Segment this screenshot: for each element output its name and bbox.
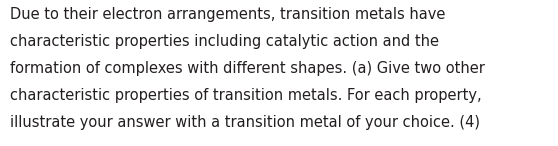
- Text: characteristic properties of transition metals. For each property,: characteristic properties of transition …: [10, 88, 482, 103]
- Text: Due to their electron arrangements, transition metals have: Due to their electron arrangements, tran…: [10, 7, 445, 22]
- Text: illustrate your answer with a transition metal of your choice. (4): illustrate your answer with a transition…: [10, 115, 480, 130]
- Text: characteristic properties including catalytic action and the: characteristic properties including cata…: [10, 34, 439, 49]
- Text: formation of complexes with different shapes. (a) Give two other: formation of complexes with different sh…: [10, 61, 485, 76]
